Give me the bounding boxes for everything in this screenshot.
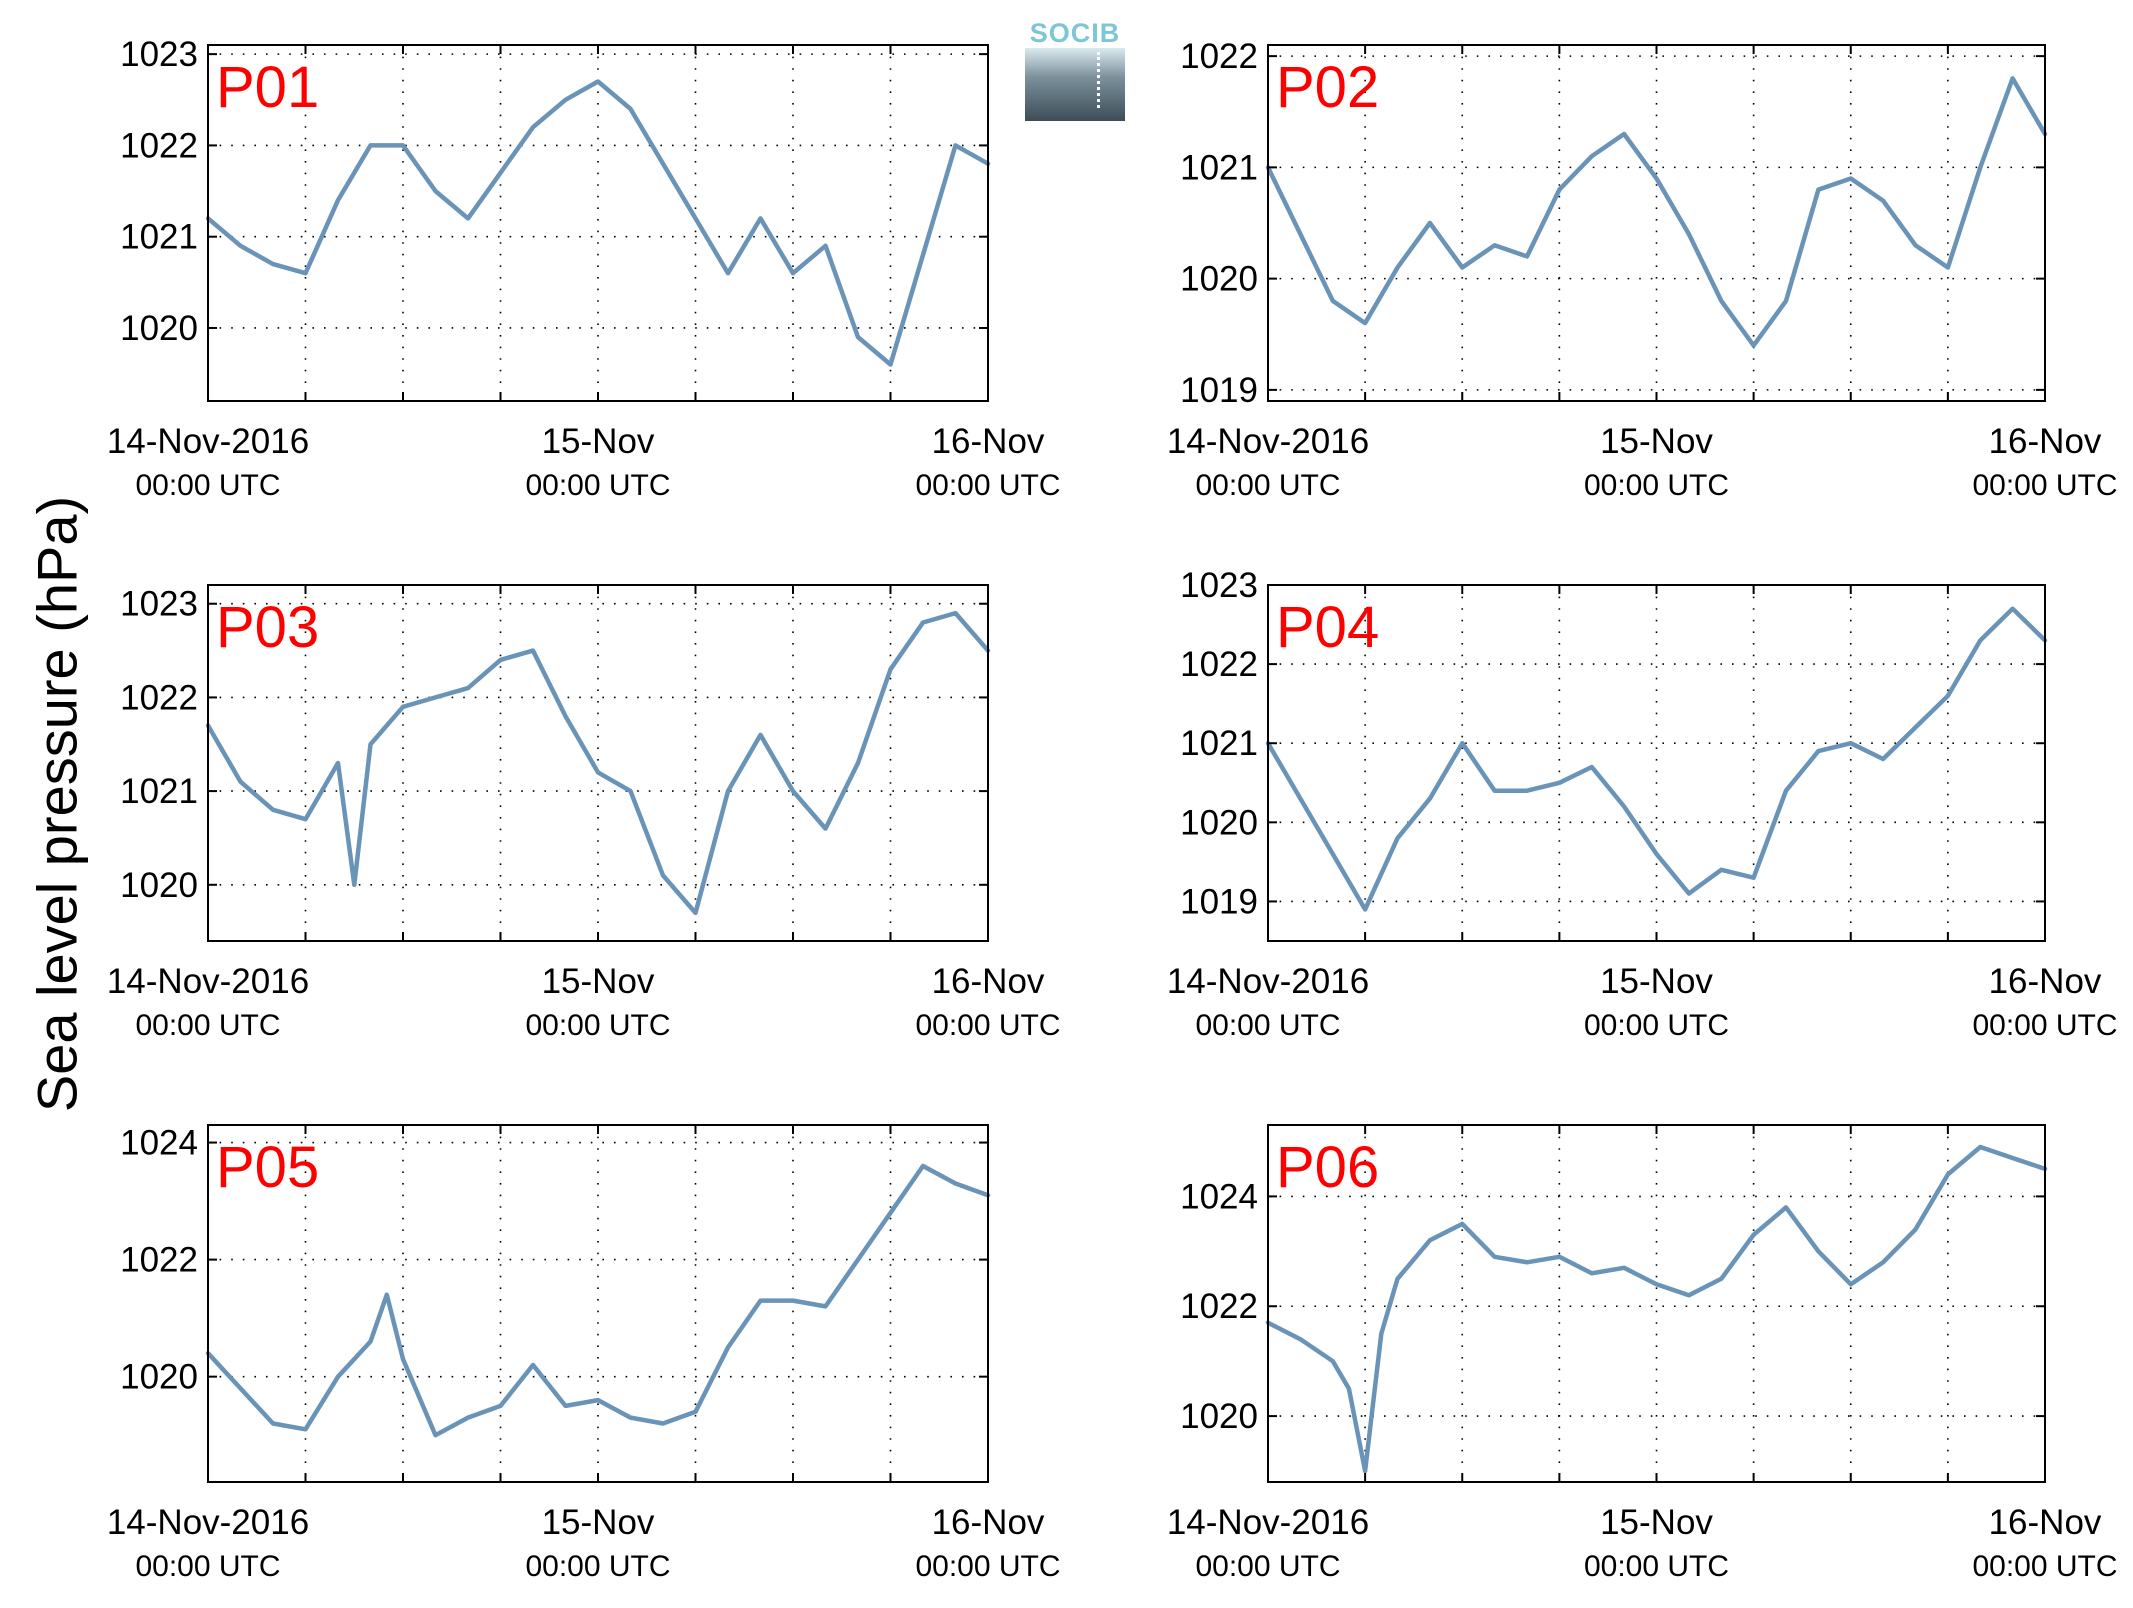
x-tick-label: 15-Nov (1600, 962, 1713, 1001)
y-tick-label: 1019 (1180, 882, 1258, 921)
x-tick-label: 15-Nov (542, 962, 655, 1001)
socib-logo: SOCIB (1025, 18, 1125, 121)
series-line-p02 (1265, 76, 2048, 348)
x-tick-sublabel: 00:00 UTC (135, 469, 280, 502)
x-tick-sublabel: 00:00 UTC (915, 469, 1060, 502)
x-tick-label: 14-Nov-2016 (107, 962, 309, 1001)
x-tick-sublabel: 00:00 UTC (1195, 1009, 1340, 1042)
x-tick-sublabel: 00:00 UTC (1584, 1009, 1729, 1042)
logo-text: SOCIB (1029, 18, 1121, 48)
y-tick-label: 1021 (1180, 724, 1258, 763)
panel-p06: 1020 1022 1024 14-Nov-2016 00:00 UTC 15-Nov 00… (1167, 1124, 2118, 1583)
x-tick-label: 16-Nov (932, 962, 1045, 1001)
y-tick-label: 1020 (120, 309, 198, 348)
series-line-p06 (1265, 1144, 2048, 1474)
y-tick-label: 1022 (1180, 1287, 1258, 1326)
y-tick-label: 1022 (1180, 37, 1258, 76)
x-tick-label: 16-Nov (1989, 962, 2102, 1001)
x-tick-sublabel: 00:00 UTC (135, 1009, 280, 1042)
x-tick-sublabel: 00:00 UTC (525, 1550, 670, 1583)
x-tick-sublabel: 00:00 UTC (1195, 1550, 1340, 1583)
y-tick-label: 1023 (1180, 566, 1258, 605)
axes-frame (207, 1124, 989, 1483)
panel-label: P03 (216, 595, 319, 660)
series-line-p05 (205, 1163, 991, 1438)
x-tick-sublabel: 00:00 UTC (1972, 469, 2117, 502)
y-tick-label: 1022 (120, 678, 198, 717)
x-tick-label: 16-Nov (932, 1503, 1045, 1542)
x-tick-sublabel: 00:00 UTC (1195, 469, 1340, 502)
y-tick-label: 1020 (1180, 803, 1258, 842)
x-tick-sublabel: 00:00 UTC (915, 1550, 1060, 1583)
x-tick-label: 15-Nov (1600, 1503, 1713, 1542)
y-tick-label: 1021 (120, 772, 198, 811)
y-tick-label: 1019 (1180, 371, 1258, 410)
y-tick-label: 1022 (1180, 645, 1258, 684)
x-tick-label: 16-Nov (1989, 422, 2102, 461)
panel-label: P05 (216, 1135, 319, 1200)
y-tick-label: 1020 (1180, 260, 1258, 299)
panel-p02: 1019 1020 1021 1022 14-Nov-2016 00:00 UTC 15-N… (1167, 37, 2118, 502)
y-tick-label: 1020 (1180, 1397, 1258, 1436)
y-tick-label: 1020 (120, 866, 198, 905)
y-tick-label: 1023 (120, 35, 198, 74)
x-tick-label: 14-Nov-2016 (1167, 1503, 1369, 1542)
x-tick-label: 16-Nov (1989, 1503, 2102, 1542)
x-tick-label: 16-Nov (932, 422, 1045, 461)
y-tick-label: 1024 (1180, 1177, 1258, 1216)
series-line-p03 (205, 610, 991, 916)
y-tick-label: 1021 (120, 218, 198, 257)
panel-p01: 1020 1021 1022 1023 14-Nov-2016 00:00 UTC 15-N… (107, 35, 1061, 502)
x-tick-sublabel: 00:00 UTC (1972, 1550, 2117, 1583)
x-tick-sublabel: 00:00 UTC (1584, 469, 1729, 502)
x-tick-sublabel: 00:00 UTC (525, 469, 670, 502)
y-tick-label: 1022 (120, 126, 198, 165)
x-tick-label: 15-Nov (542, 1503, 655, 1542)
x-tick-sublabel: 00:00 UTC (135, 1550, 280, 1583)
series-line-p04 (1265, 606, 2048, 912)
x-tick-sublabel: 00:00 UTC (525, 1009, 670, 1042)
x-tick-label: 14-Nov-2016 (107, 422, 309, 461)
x-tick-label: 14-Nov-2016 (1167, 962, 1369, 1001)
y-tick-label: 1022 (120, 1241, 198, 1280)
x-tick-label: 14-Nov-2016 (1167, 422, 1369, 461)
panel-label: P02 (1276, 55, 1379, 120)
y-tick-label: 1020 (120, 1358, 198, 1397)
y-tick-label: 1024 (120, 1124, 198, 1163)
x-tick-sublabel: 00:00 UTC (1584, 1550, 1729, 1583)
panel-label: P04 (1276, 595, 1379, 660)
panel-p05: 1020 1022 1024 14-Nov-2016 00:00 UTC 15-Nov 00… (107, 1124, 1061, 1583)
axes-frame (1267, 1124, 2046, 1483)
x-tick-label: 15-Nov (1600, 422, 1713, 461)
x-tick-sublabel: 00:00 UTC (1972, 1009, 2117, 1042)
panel-label: P06 (1276, 1135, 1379, 1200)
x-tick-label: 14-Nov-2016 (107, 1503, 309, 1542)
x-tick-label: 15-Nov (542, 422, 655, 461)
panel-p04: 1019 1020 1021 1022 1023 14-Nov-2016 00:00 UTC… (1167, 566, 2118, 1042)
y-tick-label: 1021 (1180, 148, 1258, 187)
series-line-p01 (205, 79, 991, 367)
logo-graphic (1025, 48, 1125, 121)
panel-p03: 1020 1021 1022 1023 14-Nov-2016 00:00 UTC 15-N… (107, 584, 1061, 1042)
panel-label: P01 (216, 55, 319, 120)
x-tick-sublabel: 00:00 UTC (915, 1009, 1060, 1042)
y-tick-label: 1023 (120, 585, 198, 624)
